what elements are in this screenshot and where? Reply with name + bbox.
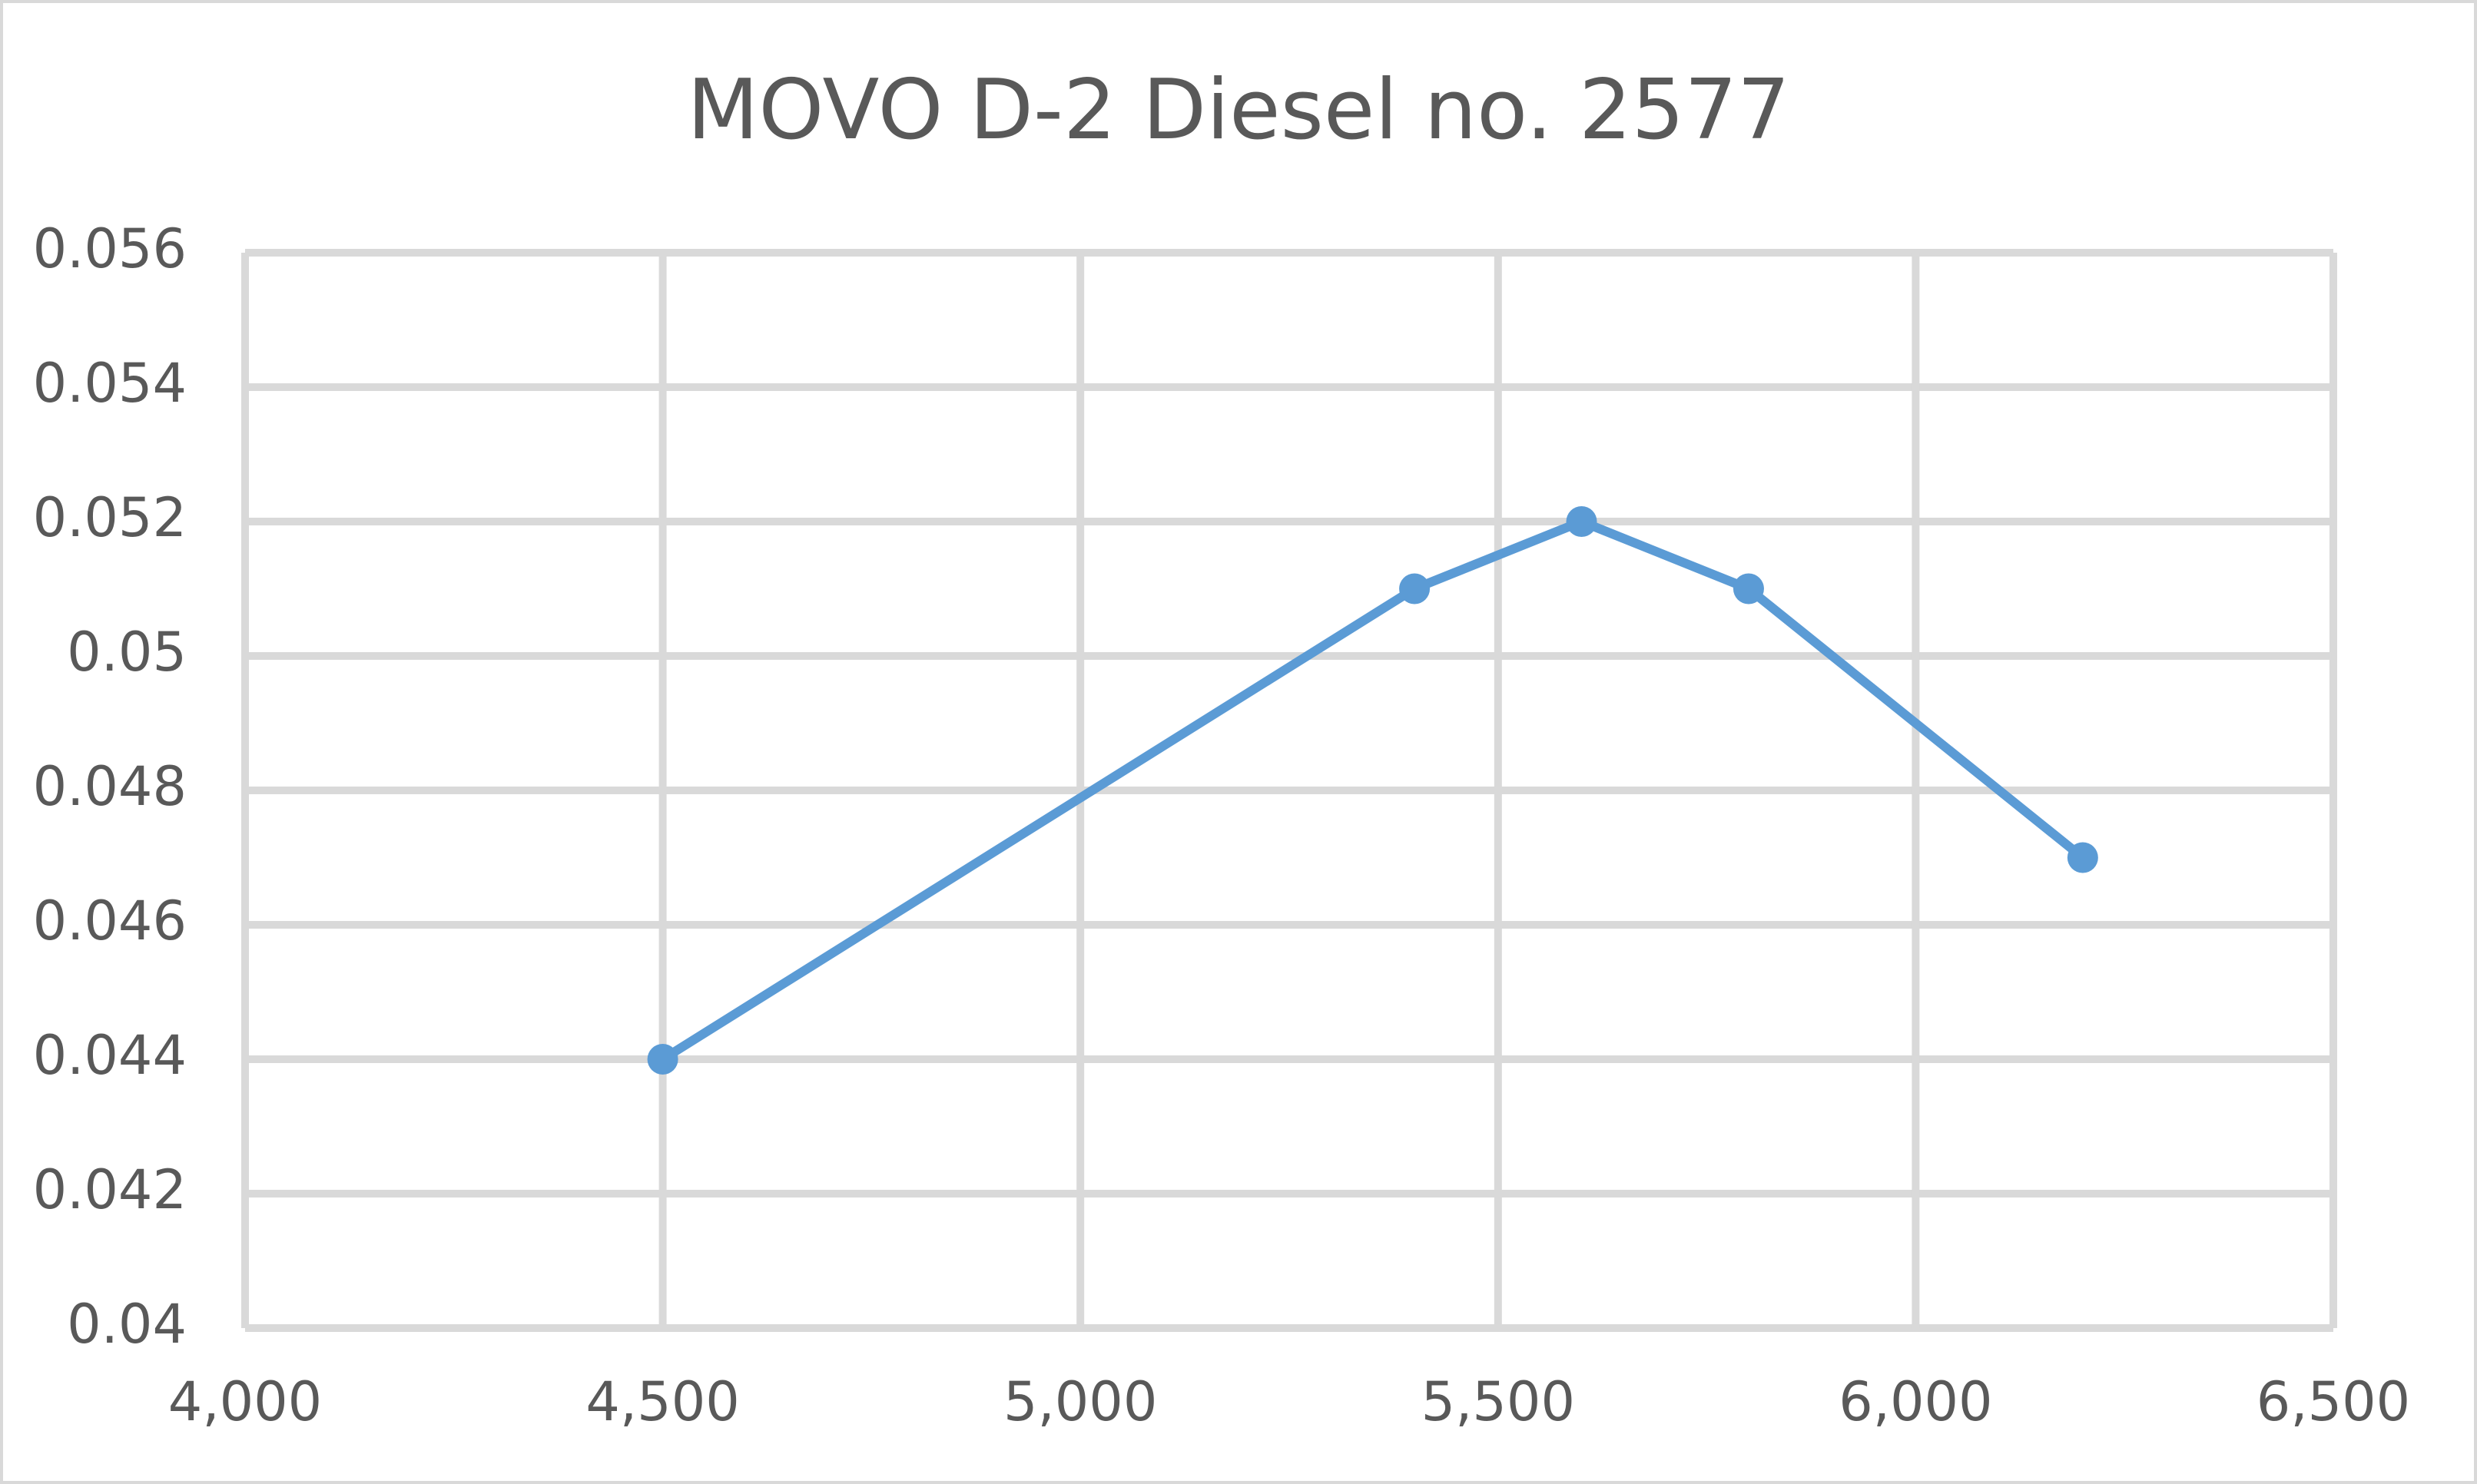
data-point bbox=[1399, 573, 1431, 605]
y-tick-label: 0.042 bbox=[33, 1158, 187, 1221]
y-tick-label: 0.044 bbox=[33, 1024, 187, 1087]
y-tick-label: 0.052 bbox=[33, 486, 187, 549]
x-tick-label: 6,000 bbox=[1839, 1370, 1992, 1433]
data-point bbox=[1566, 506, 1597, 537]
x-tick-label: 4,500 bbox=[585, 1370, 739, 1433]
x-tick-label: 5,000 bbox=[1003, 1370, 1157, 1433]
x-tick-label: 4,000 bbox=[168, 1370, 322, 1433]
data-point bbox=[2067, 842, 2098, 873]
y-tick-label: 0.048 bbox=[33, 755, 187, 818]
data-point bbox=[647, 1044, 678, 1075]
x-tick-label: 5,500 bbox=[1421, 1370, 1575, 1433]
y-tick-label: 0.056 bbox=[33, 217, 187, 280]
chart-title: MOVO D-2 Diesel no. 2577 bbox=[687, 62, 1790, 158]
y-tick-label: 0.054 bbox=[33, 352, 187, 415]
data-point bbox=[1733, 573, 1764, 605]
y-tick-label: 0.046 bbox=[33, 889, 187, 952]
y-tick-label: 0.05 bbox=[67, 621, 187, 684]
x-tick-label: 6,500 bbox=[2256, 1370, 2410, 1433]
y-tick-label: 0.04 bbox=[67, 1293, 187, 1356]
